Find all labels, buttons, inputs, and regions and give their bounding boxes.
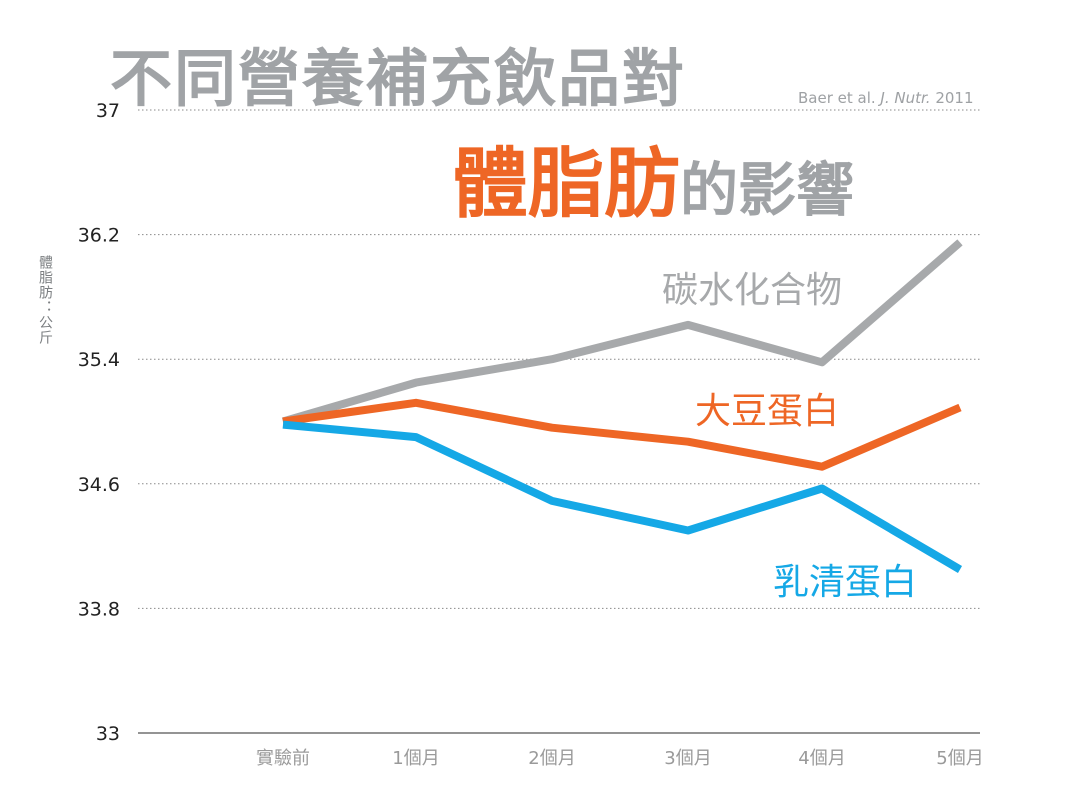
- y-tick-label: 33.8: [78, 598, 120, 620]
- x-tick-label: 2個月: [528, 748, 575, 769]
- y-tick-label: 37: [96, 100, 120, 122]
- citation: Baer et al. J. Nutr. 2011: [798, 89, 974, 107]
- series-line-soy: [282, 398, 962, 471]
- y-tick-label: 36.2: [78, 225, 120, 247]
- x-tick-label: 實驗前: [256, 748, 310, 769]
- citation-journal: J. Nutr.: [880, 89, 931, 107]
- series-line-carbohydrate: [281, 239, 963, 426]
- y-axis-label: 體脂肪：公斤: [37, 255, 53, 345]
- citation-authors: Baer et al.: [798, 89, 881, 107]
- series-line-whey: [282, 420, 963, 573]
- y-tick-label: 34.6: [78, 474, 120, 496]
- x-tick-labels: 實驗前 1個月 2個月 3個月 4個月 5個月: [256, 748, 984, 769]
- chart-title-rest: 的影響: [680, 156, 855, 224]
- chart-title-highlight: 體脂肪: [452, 139, 680, 228]
- y-tick-label: 35.4: [78, 349, 120, 371]
- chart-title-line2: 體脂肪的影響: [452, 122, 854, 232]
- x-tick-label: 3個月: [664, 748, 711, 769]
- series-label-soy: 大豆蛋白: [695, 391, 839, 432]
- series-label-whey: 乳清蛋白: [773, 562, 917, 603]
- y-tick-labels: 37 36.2 35.4 34.6 33.8 33: [78, 100, 120, 745]
- x-tick-label: 5個月: [936, 748, 983, 769]
- series-lines: [281, 239, 963, 573]
- x-tick-label: 1個月: [392, 748, 439, 769]
- y-tick-label: 33: [96, 723, 120, 745]
- grid-layer: [138, 109, 980, 734]
- chart-title-line1: 不同營養補充飲品對: [110, 42, 687, 115]
- series-label-carbohydrate: 碳水化合物: [662, 270, 842, 311]
- citation-year: 2011: [930, 89, 974, 107]
- x-tick-label: 4個月: [798, 748, 845, 769]
